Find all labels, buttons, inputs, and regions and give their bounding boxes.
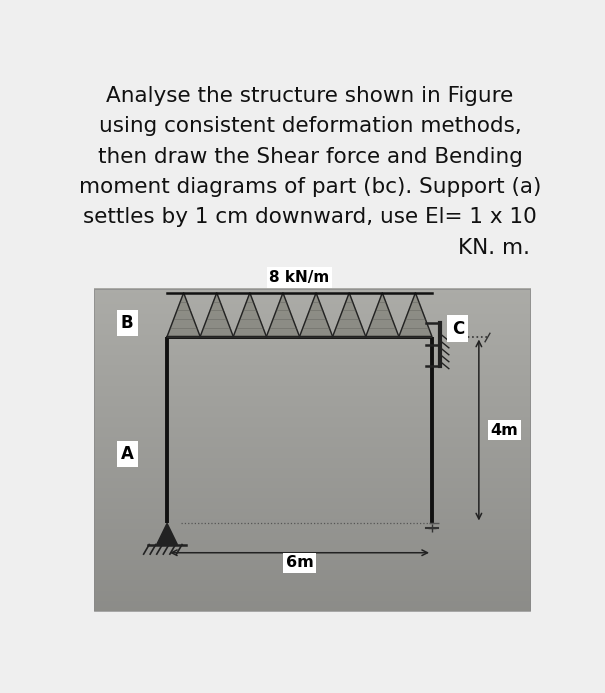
Text: C: C — [452, 319, 464, 337]
Text: B: B — [121, 315, 134, 332]
Text: 4m: 4m — [491, 423, 518, 437]
Text: then draw the Shear force and Bending: then draw the Shear force and Bending — [97, 147, 523, 166]
Polygon shape — [366, 293, 399, 337]
Text: moment diagrams of part (bc). Support (a): moment diagrams of part (bc). Support (a… — [79, 177, 541, 197]
Text: settles by 1 cm downward, use El= 1 x 10: settles by 1 cm downward, use El= 1 x 10 — [83, 207, 537, 227]
Polygon shape — [167, 293, 200, 337]
Text: 8 kN/m: 8 kN/m — [269, 270, 330, 285]
Polygon shape — [234, 293, 266, 337]
Bar — [94, 288, 531, 611]
Polygon shape — [299, 293, 333, 337]
Polygon shape — [200, 293, 234, 337]
Text: A: A — [121, 445, 134, 463]
Polygon shape — [266, 293, 299, 337]
Text: using consistent deformation methods,: using consistent deformation methods, — [99, 116, 522, 137]
Text: KN. m.: KN. m. — [459, 238, 531, 258]
Text: 6m: 6m — [286, 555, 313, 570]
Polygon shape — [333, 293, 366, 337]
Text: Analyse the structure shown in Figure: Analyse the structure shown in Figure — [106, 86, 514, 106]
Polygon shape — [157, 523, 177, 545]
Polygon shape — [399, 293, 432, 337]
